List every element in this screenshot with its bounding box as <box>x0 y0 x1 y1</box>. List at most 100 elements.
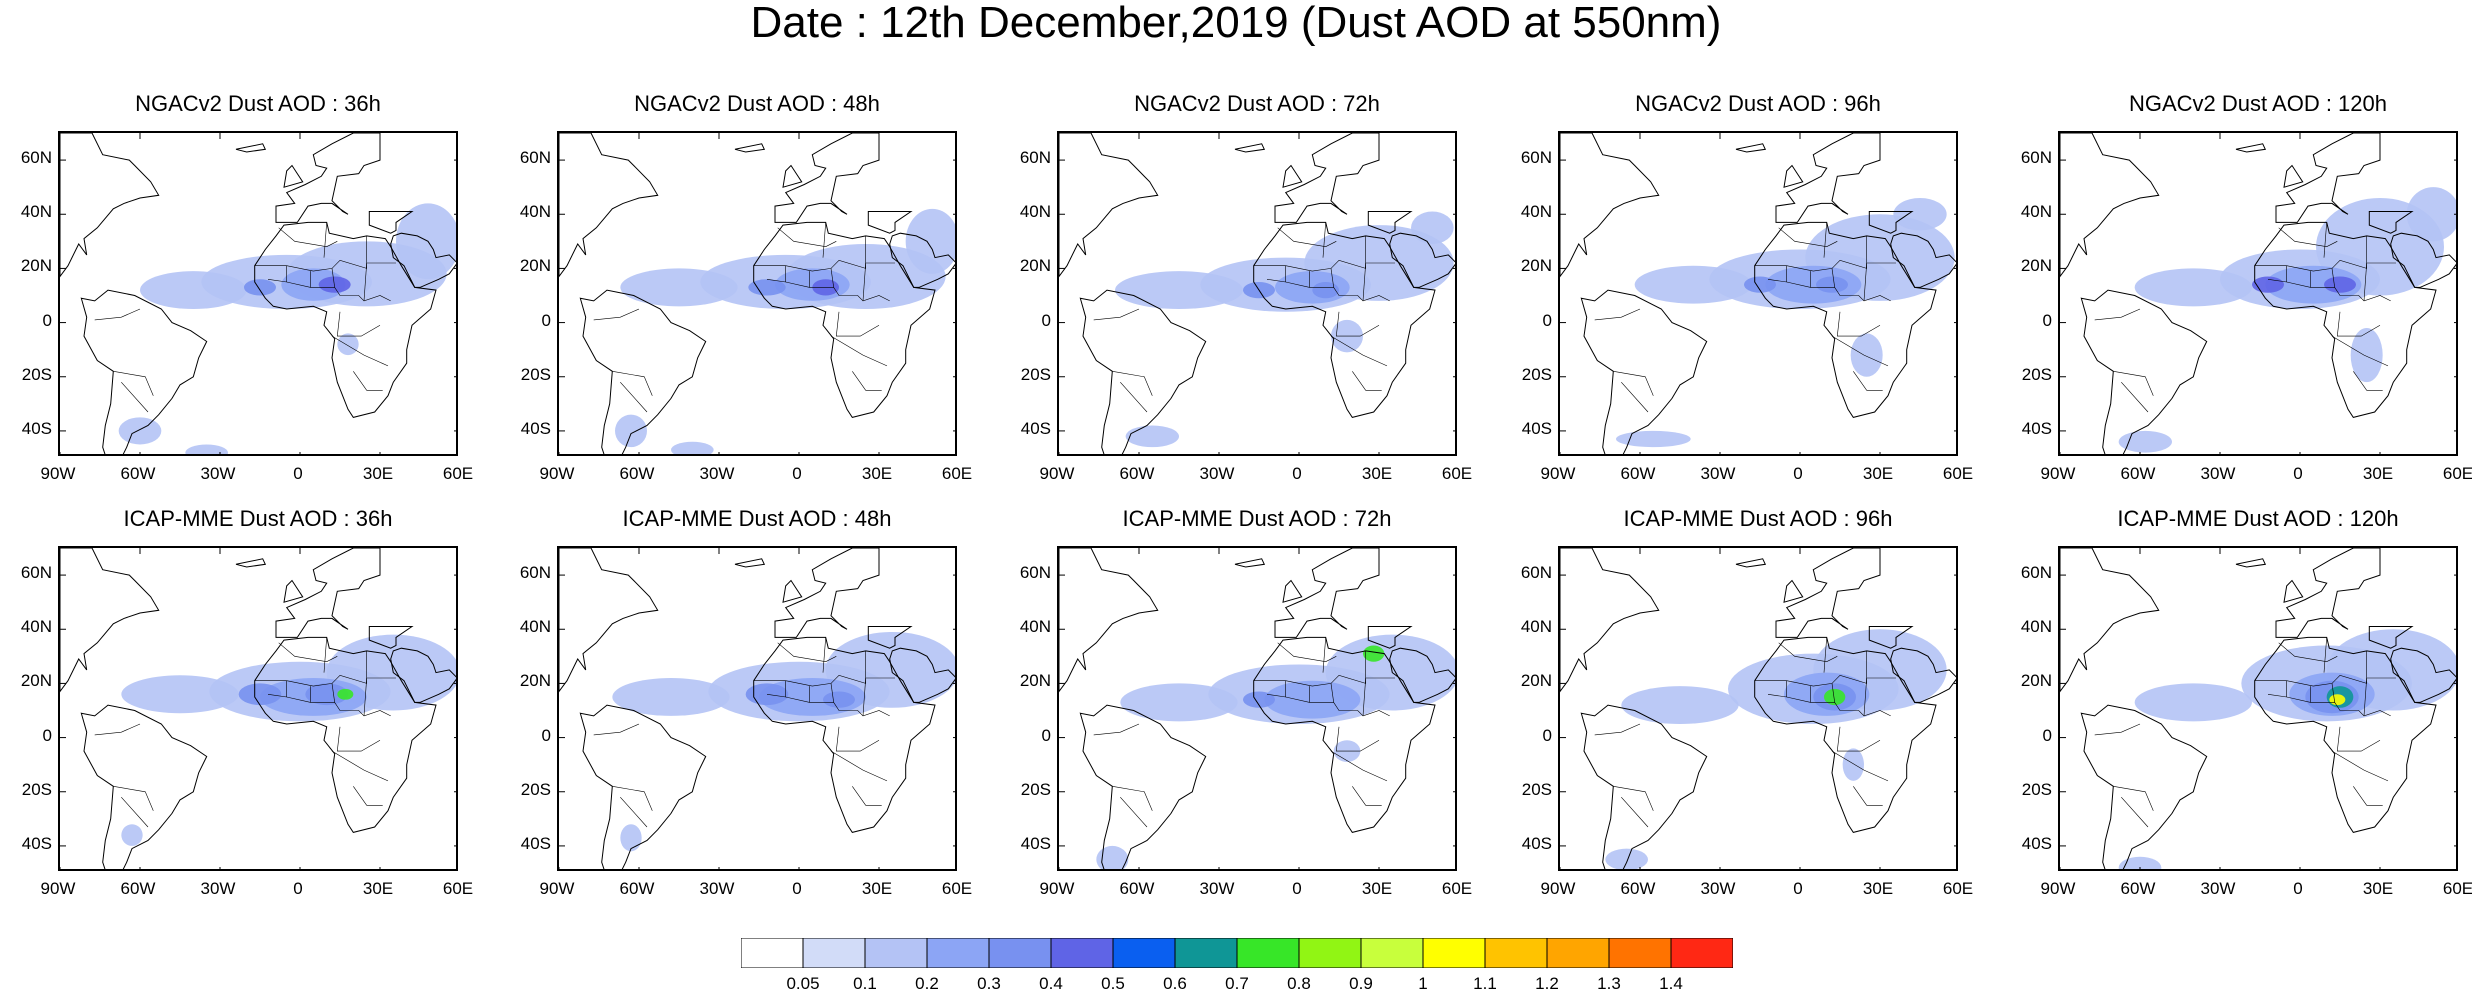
x-tick-label: 30E <box>2362 464 2394 483</box>
y-tick-label: 60N <box>2020 563 2052 583</box>
x-tick-label: 30W <box>1700 879 1736 898</box>
country-border <box>852 786 882 806</box>
coastline <box>559 548 659 693</box>
map-svg <box>1560 133 1956 454</box>
aod-field <box>2134 683 2252 722</box>
country-border <box>2094 723 2141 736</box>
coastline <box>1783 164 1804 188</box>
colorbar-segment <box>802 937 866 969</box>
x-tick-label: 60W <box>120 879 156 898</box>
aod-field <box>2118 430 2172 453</box>
coastline <box>2254 221 2437 418</box>
country-border <box>777 642 837 663</box>
x-tick-label: 90W <box>1540 879 1576 898</box>
country-border <box>94 308 141 321</box>
coastline <box>1735 558 1767 568</box>
country-border <box>830 683 834 703</box>
y-tick-label: 40S <box>1521 833 1552 853</box>
y-tick-label: 20S <box>520 779 551 799</box>
country-border <box>1594 723 1641 736</box>
y-tick-label: 20S <box>1020 364 1051 384</box>
y-tick-label: 0 <box>1542 725 1552 745</box>
country-border <box>1277 227 1337 248</box>
y-tick-label: 20N <box>1019 671 1051 691</box>
aod-field <box>1616 430 1691 448</box>
country-border <box>121 796 149 828</box>
aod-field <box>671 441 714 454</box>
country-border <box>94 723 141 736</box>
aod-field <box>1850 333 1883 377</box>
coastline <box>1367 626 1413 649</box>
country-border <box>1863 262 1867 301</box>
country-border <box>862 677 866 716</box>
map-panel <box>2058 131 2458 456</box>
map-svg <box>559 548 955 869</box>
coastline <box>559 133 659 278</box>
colorbar-label: 1 <box>1418 974 1428 993</box>
y-tick-label: 20S <box>1521 779 1552 799</box>
country-border <box>835 726 880 752</box>
x-tick-label: 0 <box>792 879 802 898</box>
map-svg <box>60 133 456 454</box>
x-tick-label: 60E <box>442 879 474 898</box>
coastline <box>1234 558 1266 568</box>
y-tick-label: 40N <box>519 202 551 222</box>
y-tick-label: 60N <box>519 563 551 583</box>
coastline <box>2283 579 2304 603</box>
country-border <box>331 268 335 288</box>
country-border <box>2113 786 2154 811</box>
coastline <box>782 579 803 603</box>
colorbar-segment <box>1422 937 1486 969</box>
country-border <box>1330 750 1388 782</box>
y-tick-label: 20N <box>2020 671 2052 691</box>
country-border <box>323 222 327 258</box>
y-tick-label: 20S <box>21 779 52 799</box>
aod-field <box>1411 211 1454 245</box>
coastline <box>235 143 267 153</box>
colorbar-label: 1.4 <box>1659 974 1683 993</box>
country-border <box>1277 642 1337 663</box>
coastline <box>1274 548 1380 638</box>
coastline <box>2390 647 2456 703</box>
colorbar-segment <box>1484 937 1548 969</box>
aod-field <box>1264 680 1361 719</box>
country-border <box>1330 683 1334 703</box>
map-panel <box>557 131 957 456</box>
aod-field <box>337 688 354 700</box>
aod-field <box>905 208 955 274</box>
x-tick-label: 30E <box>362 879 394 898</box>
coastline <box>235 558 267 568</box>
coastline <box>1783 579 1804 603</box>
coastline <box>1253 636 1436 833</box>
colorbar-label: 1.3 <box>1597 974 1621 993</box>
colorbar-label: 0.7 <box>1225 974 1249 993</box>
y-tick-label: 40S <box>1020 833 1051 853</box>
aod-field <box>1893 198 1947 231</box>
aod-field <box>1125 425 1179 448</box>
y-tick-label: 40N <box>1520 202 1552 222</box>
x-tick-label: 60E <box>2442 879 2472 898</box>
coastline <box>2275 133 2381 223</box>
coastline <box>1735 143 1767 153</box>
x-tick-label: 30W <box>1199 879 1235 898</box>
y-tick-label: 40S <box>520 833 551 853</box>
country-border <box>121 381 149 413</box>
y-tick-label: 20N <box>2020 256 2052 276</box>
coastline <box>1560 548 1660 693</box>
aod-field <box>2265 265 2362 304</box>
x-tick-label: 60W <box>1620 464 1656 483</box>
y-tick-label: 40N <box>519 617 551 637</box>
aod-field <box>1243 691 1275 708</box>
country-border <box>1863 677 1867 716</box>
y-tick-label: 60N <box>1019 563 1051 583</box>
aod-field <box>318 276 351 293</box>
coastline <box>390 647 456 703</box>
aod-field <box>2329 694 2346 706</box>
x-tick-label: 60E <box>941 464 973 483</box>
country-border <box>822 637 826 673</box>
coastline <box>774 548 880 638</box>
y-tick-label: 20N <box>1520 671 1552 691</box>
country-border <box>1335 726 1380 752</box>
map-svg <box>2060 133 2456 454</box>
x-tick-label: 0 <box>1292 879 1302 898</box>
